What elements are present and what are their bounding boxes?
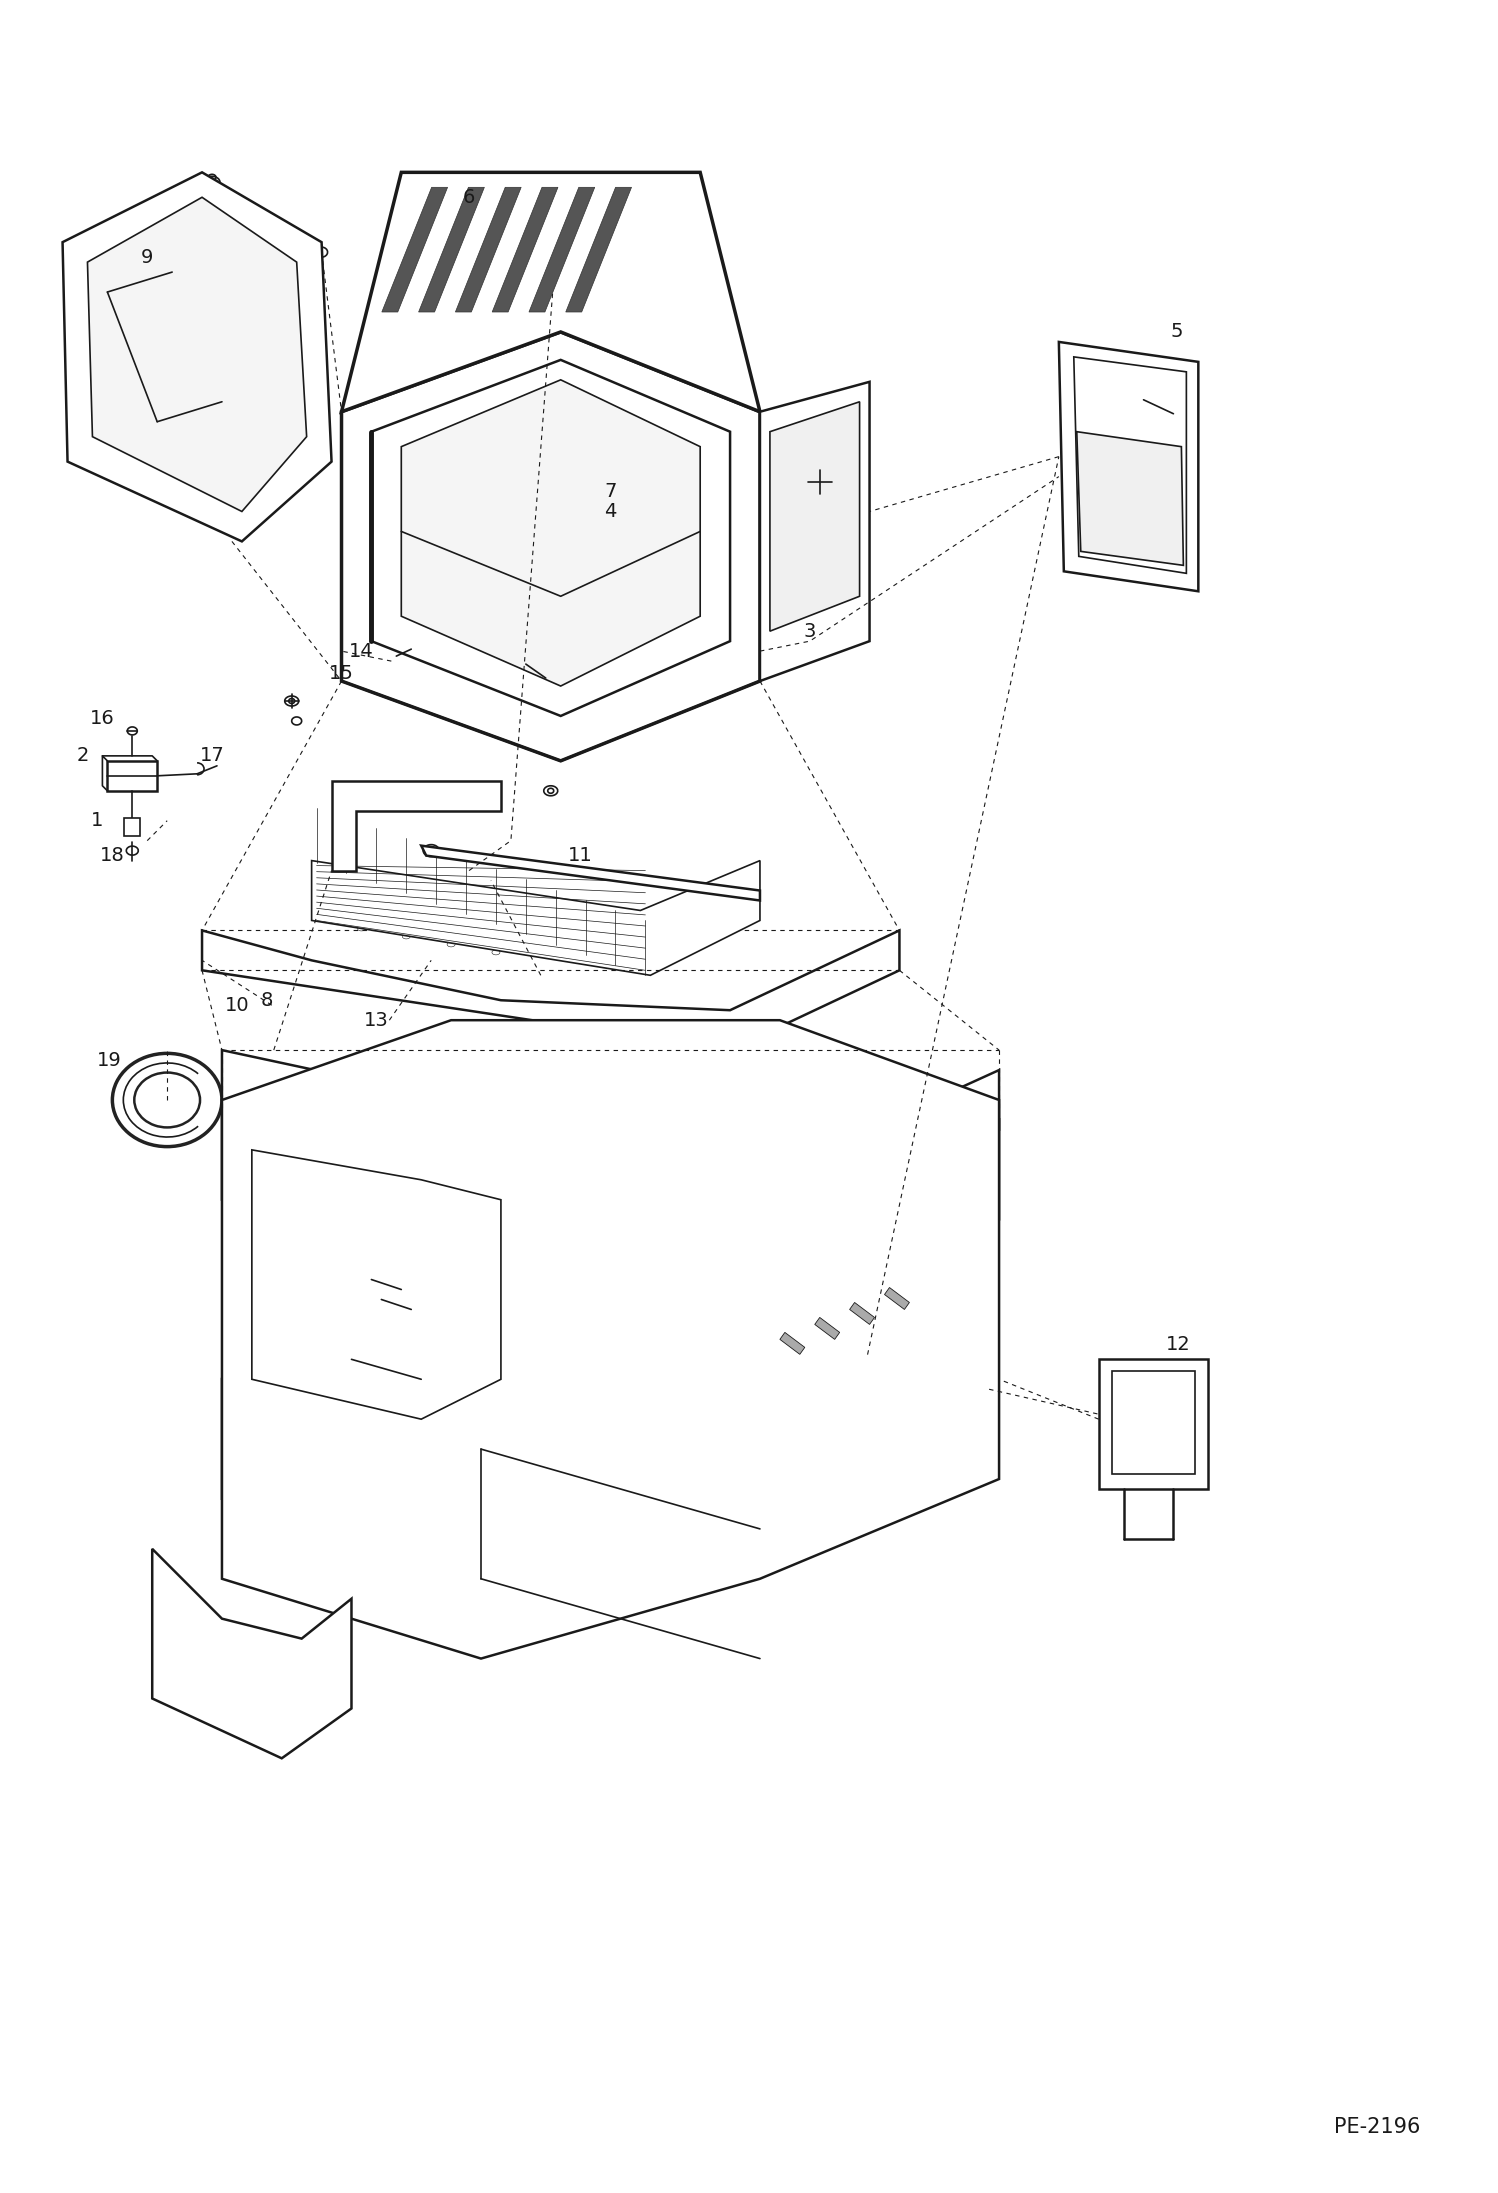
Text: 11: 11 bbox=[568, 846, 593, 864]
Polygon shape bbox=[455, 186, 521, 311]
Text: 15: 15 bbox=[330, 664, 354, 682]
Polygon shape bbox=[342, 331, 759, 761]
Polygon shape bbox=[493, 186, 557, 311]
Text: 6: 6 bbox=[463, 189, 475, 206]
Text: 7: 7 bbox=[604, 482, 617, 500]
Polygon shape bbox=[331, 781, 500, 871]
Polygon shape bbox=[1074, 357, 1186, 572]
Text: 19: 19 bbox=[97, 1050, 121, 1070]
Polygon shape bbox=[382, 186, 448, 311]
Polygon shape bbox=[1077, 432, 1183, 566]
Polygon shape bbox=[884, 1287, 909, 1309]
Text: 17: 17 bbox=[199, 746, 225, 765]
Text: PE-2196: PE-2196 bbox=[1335, 2118, 1420, 2138]
Polygon shape bbox=[342, 173, 759, 412]
Polygon shape bbox=[372, 360, 730, 715]
Text: 10: 10 bbox=[225, 996, 249, 1015]
Polygon shape bbox=[566, 186, 632, 311]
Polygon shape bbox=[153, 1548, 352, 1759]
Polygon shape bbox=[312, 860, 759, 976]
Polygon shape bbox=[87, 197, 307, 511]
Text: 5: 5 bbox=[1170, 322, 1182, 342]
Polygon shape bbox=[222, 1379, 481, 1559]
Text: 12: 12 bbox=[1165, 1336, 1191, 1353]
Polygon shape bbox=[63, 173, 331, 542]
Polygon shape bbox=[815, 1318, 840, 1340]
Polygon shape bbox=[252, 1149, 500, 1419]
Polygon shape bbox=[418, 186, 484, 311]
Text: 4: 4 bbox=[604, 502, 617, 522]
Polygon shape bbox=[1112, 1371, 1195, 1474]
Polygon shape bbox=[421, 846, 759, 901]
Text: 3: 3 bbox=[803, 621, 816, 640]
Polygon shape bbox=[770, 401, 860, 632]
Polygon shape bbox=[759, 382, 869, 682]
Text: 18: 18 bbox=[100, 846, 124, 864]
Text: 16: 16 bbox=[90, 711, 115, 728]
Text: 8: 8 bbox=[261, 991, 273, 1009]
Polygon shape bbox=[108, 761, 157, 792]
Polygon shape bbox=[1098, 1360, 1209, 1489]
Polygon shape bbox=[222, 1050, 999, 1230]
Polygon shape bbox=[202, 930, 899, 1050]
Text: 1: 1 bbox=[91, 811, 103, 831]
Polygon shape bbox=[222, 1101, 999, 1320]
Text: 13: 13 bbox=[364, 1011, 389, 1031]
Text: 2: 2 bbox=[76, 746, 88, 765]
Polygon shape bbox=[529, 186, 595, 311]
Polygon shape bbox=[1059, 342, 1198, 592]
Text: 14: 14 bbox=[349, 643, 374, 660]
Polygon shape bbox=[222, 1020, 999, 1658]
Polygon shape bbox=[124, 818, 141, 836]
Polygon shape bbox=[401, 379, 700, 686]
Polygon shape bbox=[780, 1333, 804, 1355]
Text: 9: 9 bbox=[141, 248, 153, 268]
Polygon shape bbox=[849, 1303, 875, 1325]
